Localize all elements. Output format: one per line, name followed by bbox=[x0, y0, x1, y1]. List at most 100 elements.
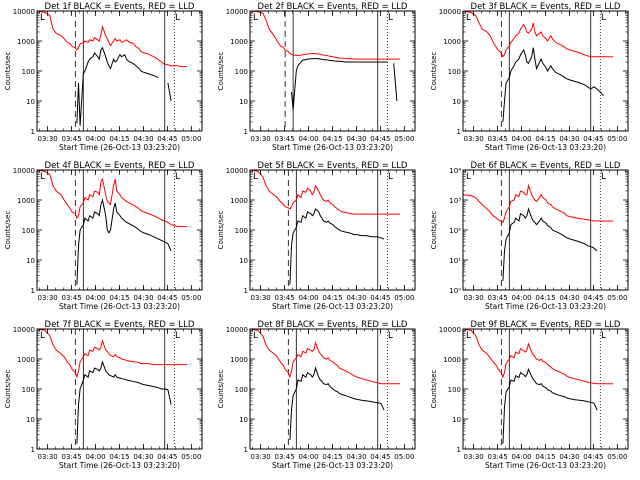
events-series-line bbox=[76, 198, 172, 285]
x-tick-label: 03:30 bbox=[251, 453, 271, 461]
y-tick-label: 10⁰ bbox=[449, 287, 461, 295]
x-tick-label: 04:15 bbox=[109, 453, 129, 461]
y-tick-label: 1000 bbox=[443, 356, 461, 364]
x-tick-label: 03:45 bbox=[488, 294, 508, 302]
x-tick-label: 05:00 bbox=[181, 453, 201, 461]
y-tick-label: 10000 bbox=[439, 8, 461, 16]
panel-title: Det 3f BLACK = Events, RED = LLD bbox=[471, 2, 621, 12]
x-tick-label: 03:30 bbox=[251, 135, 271, 143]
x-tick-label: 03:30 bbox=[464, 453, 484, 461]
corner-mark: L bbox=[601, 13, 606, 23]
corner-mark: L bbox=[40, 331, 45, 341]
plot-frame bbox=[36, 10, 203, 132]
y-tick-label: 1 bbox=[457, 446, 461, 454]
corner-mark: L bbox=[253, 172, 258, 182]
x-tick-label: 05:00 bbox=[607, 453, 627, 461]
y-tick-label: 10000 bbox=[13, 8, 35, 16]
panel-title: Det 2f BLACK = Events, RED = LLD bbox=[258, 2, 408, 12]
x-axis-label: Start Time (26-Oct-13 03:23:20) bbox=[59, 461, 180, 470]
y-tick-label: 1 bbox=[244, 128, 248, 136]
x-tick-label: 03:45 bbox=[62, 453, 82, 461]
y-tick-label: 1 bbox=[244, 287, 248, 295]
y-tick-label: 10³ bbox=[449, 197, 461, 205]
x-tick-label: 04:30 bbox=[559, 135, 579, 143]
y-tick-label: 1000 bbox=[17, 356, 35, 364]
plot-frame bbox=[36, 169, 203, 291]
y-tick-label: 10 bbox=[26, 416, 35, 424]
x-tick-label: 05:00 bbox=[607, 135, 627, 143]
panel-title: Det 4f BLACK = Events, RED = LLD bbox=[45, 161, 195, 171]
x-tick-label: 04:00 bbox=[85, 135, 105, 143]
y-tick-label: 10⁴ bbox=[449, 167, 461, 175]
y-tick-label: 10000 bbox=[226, 8, 248, 16]
y-tick-label: 1000 bbox=[17, 38, 35, 46]
x-tick-label: 04:00 bbox=[298, 453, 318, 461]
panel-title: Det 6f BLACK = Events, RED = LLD bbox=[471, 161, 621, 171]
y-tick-label: 1 bbox=[244, 446, 248, 454]
panel-title: Det 7f BLACK = Events, RED = LLD bbox=[45, 320, 195, 330]
lld-series-line bbox=[463, 11, 614, 58]
y-tick-label: 10000 bbox=[13, 167, 35, 175]
panel-title: Det 5f BLACK = Events, RED = LLD bbox=[258, 161, 408, 171]
x-tick-label: 04:15 bbox=[535, 135, 555, 143]
x-tick-label: 04:00 bbox=[511, 294, 531, 302]
corner-mark: L bbox=[388, 331, 393, 341]
x-axis-label: Start Time (26-Oct-13 03:23:20) bbox=[272, 461, 393, 470]
x-axis-label: Start Time (26-Oct-13 03:23:20) bbox=[59, 143, 180, 152]
events-series-line bbox=[76, 46, 172, 126]
x-tick-label: 04:00 bbox=[511, 453, 531, 461]
y-axis-label: Counts/sec bbox=[4, 370, 12, 409]
corner-mark: L bbox=[388, 13, 393, 23]
x-tick-label: 03:45 bbox=[275, 453, 295, 461]
x-tick-label: 05:00 bbox=[181, 294, 201, 302]
corner-mark: L bbox=[175, 331, 180, 341]
corner-mark: L bbox=[601, 331, 606, 341]
x-tick-label: 03:30 bbox=[38, 453, 58, 461]
y-tick-label: 100 bbox=[235, 68, 248, 76]
x-tick-label: 04:45 bbox=[583, 294, 603, 302]
x-tick-label: 04:30 bbox=[346, 453, 366, 461]
y-axis-label: Counts/sec bbox=[4, 52, 12, 91]
lld-series-line bbox=[250, 170, 401, 215]
x-tick-label: 03:45 bbox=[488, 135, 508, 143]
x-tick-label: 04:00 bbox=[298, 294, 318, 302]
corner-mark: L bbox=[601, 172, 606, 182]
x-tick-label: 04:00 bbox=[85, 453, 105, 461]
x-tick-label: 03:45 bbox=[488, 453, 508, 461]
corner-mark: L bbox=[40, 172, 45, 182]
x-tick-label: 03:30 bbox=[251, 294, 271, 302]
panel-title: Det 8f BLACK = Events, RED = LLD bbox=[258, 320, 408, 330]
y-tick-label: 10000 bbox=[13, 326, 35, 334]
plot-frame bbox=[249, 10, 416, 132]
y-tick-label: 10 bbox=[239, 98, 248, 106]
x-tick-label: 04:30 bbox=[346, 294, 366, 302]
x-tick-label: 04:00 bbox=[511, 135, 531, 143]
x-tick-label: 05:00 bbox=[394, 453, 414, 461]
plot-frame bbox=[36, 328, 203, 450]
x-tick-label: 04:45 bbox=[157, 294, 177, 302]
y-tick-label: 10 bbox=[26, 257, 35, 265]
corner-mark: L bbox=[253, 13, 258, 23]
lld-series-line bbox=[463, 183, 614, 224]
events-series-line bbox=[289, 208, 385, 285]
x-tick-label: 03:45 bbox=[62, 294, 82, 302]
corner-mark: L bbox=[466, 331, 471, 341]
lld-series-line bbox=[250, 11, 401, 60]
x-axis-label: Start Time (26-Oct-13 03:23:20) bbox=[272, 302, 393, 311]
y-axis-label: Counts/sec bbox=[217, 370, 225, 409]
x-tick-label: 04:15 bbox=[109, 135, 129, 143]
y-tick-label: 100 bbox=[235, 386, 248, 394]
x-tick-label: 04:15 bbox=[535, 453, 555, 461]
x-tick-label: 04:45 bbox=[583, 135, 603, 143]
y-axis-label: Counts/sec bbox=[430, 370, 438, 409]
plot-frame bbox=[462, 328, 629, 450]
x-tick-label: 04:45 bbox=[157, 453, 177, 461]
y-tick-label: 100 bbox=[22, 227, 35, 235]
lld-series-line bbox=[37, 170, 188, 228]
x-tick-label: 03:30 bbox=[38, 294, 58, 302]
